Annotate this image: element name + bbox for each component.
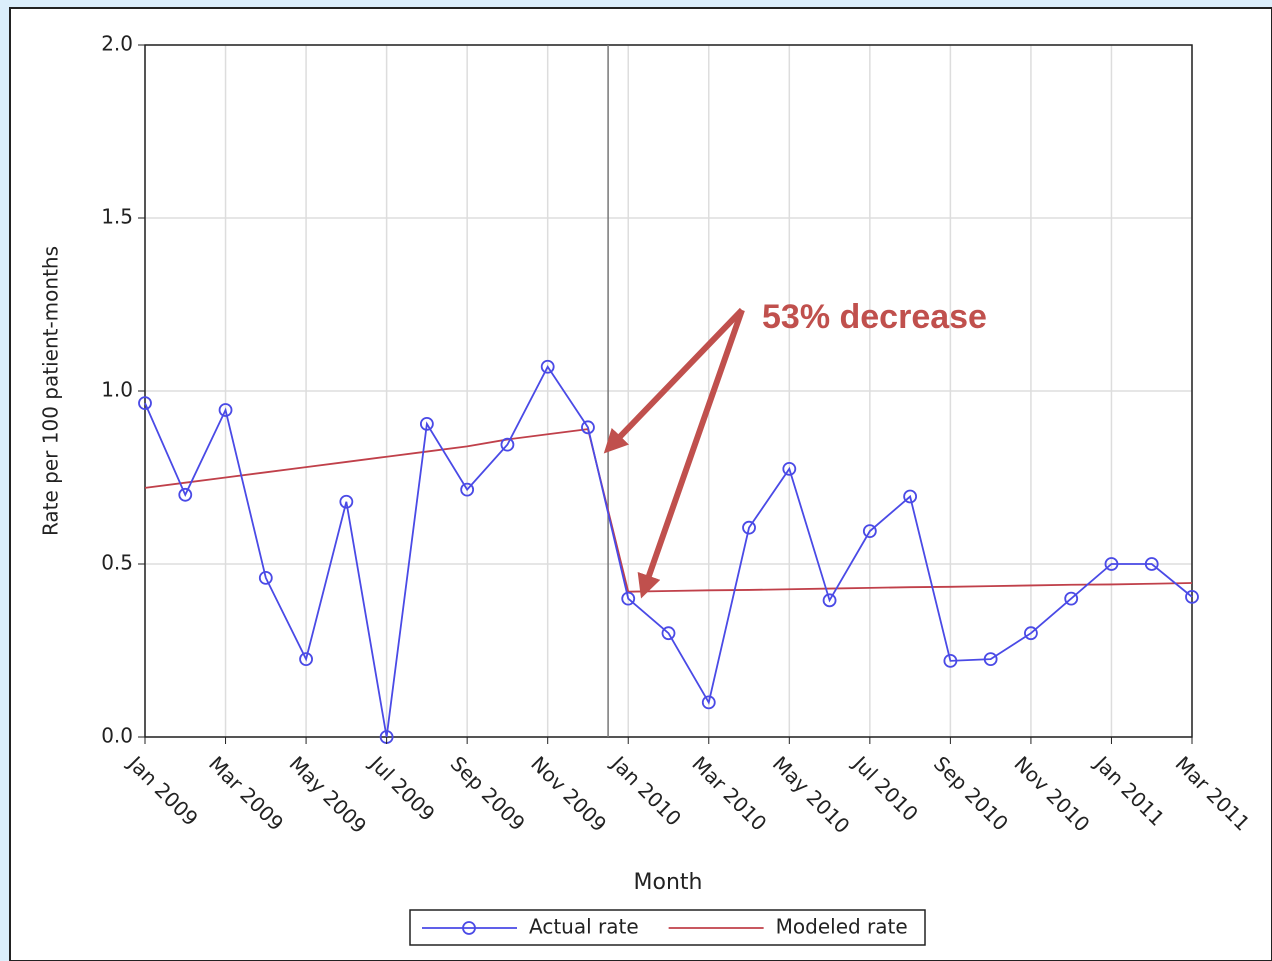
data-point	[419, 416, 434, 431]
annotation-arrow	[637, 309, 745, 599]
data-point	[782, 461, 797, 476]
data-point	[903, 489, 918, 504]
series-line	[144, 428, 1193, 593]
y-axis-label: Rate per 100 patient-months	[39, 246, 63, 536]
data-point	[822, 593, 837, 608]
data-point	[862, 524, 877, 539]
legend-label: Actual rate	[529, 915, 639, 939]
legend-label: Modeled rate	[776, 915, 908, 939]
data-point	[1104, 557, 1119, 571]
data-point	[299, 652, 313, 667]
data-point	[178, 487, 193, 502]
x-axis-label: Month	[634, 870, 703, 895]
data-point	[460, 482, 475, 497]
series-line	[144, 365, 1193, 738]
annotation: 53% decrease	[762, 298, 987, 336]
y-tick-label: 1.5	[101, 205, 133, 229]
y-tick-label: 0.0	[101, 724, 133, 748]
legend-items: Actual rate Modeled rate	[422, 915, 908, 939]
legend-marker	[462, 921, 476, 935]
y-tick-label: 2.0	[101, 32, 133, 56]
data-point	[138, 396, 152, 411]
data-point	[540, 359, 555, 374]
data-point	[742, 520, 756, 535]
annotation-arrow	[603, 307, 745, 454]
data-point	[621, 591, 636, 606]
y-tick-label: 0.5	[101, 551, 133, 575]
chart-frame	[9, 7, 1272, 961]
data-point	[943, 653, 958, 668]
data-point	[983, 652, 998, 667]
plot	[138, 45, 1199, 744]
data-point	[1064, 591, 1079, 606]
y-tick-label: 1.0	[101, 378, 133, 402]
data-point	[661, 626, 676, 641]
data-point	[218, 403, 233, 417]
data-point	[258, 570, 273, 585]
data-point	[1144, 557, 1159, 571]
data-point	[339, 494, 354, 509]
data-point	[701, 695, 716, 710]
data-point	[1185, 589, 1199, 604]
data-point	[1024, 626, 1038, 641]
data-point	[500, 437, 515, 452]
data-point	[581, 420, 595, 435]
